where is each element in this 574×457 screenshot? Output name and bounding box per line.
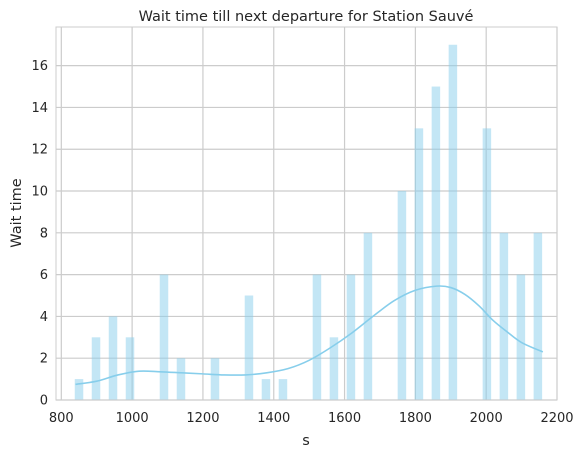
histogram-bar [74,379,84,400]
histogram-bar [414,128,424,400]
histogram-bar [363,232,373,400]
y-tick-label: 10 [31,185,48,200]
x-tick-label: 1000 [116,411,149,426]
x-tick-label: 1200 [186,411,219,426]
histogram-bar [278,379,288,400]
plot-background [56,27,557,400]
histogram-bar [125,337,135,400]
histogram-bar [261,379,271,400]
x-tick-label: 1800 [399,411,432,426]
histogram-bar [210,358,220,400]
y-axis-label: Wait time [9,178,25,247]
plot-frame [55,26,558,401]
histogram-bar [448,44,458,401]
x-tick-label: 2000 [470,411,503,426]
histogram-bar [431,86,441,400]
y-tick-label: 14 [31,101,48,116]
x-tick-label: 1600 [328,411,361,426]
x-axis-label: s [302,433,310,449]
y-tick-label: 4 [40,310,48,325]
x-tick-label: 800 [49,411,74,426]
y-tick-label: 12 [31,143,48,158]
y-tick-label: 2 [40,352,48,367]
histogram-bar [312,274,322,400]
histogram-bar [329,337,339,400]
histogram-bar [108,316,118,400]
histogram-bar [482,128,492,400]
kde-line [75,285,544,386]
histogram-bar [91,337,101,400]
y-tick-label: 16 [31,59,48,74]
x-tick-label: 1400 [257,411,290,426]
histogram-bar [499,232,509,400]
histogram-bar [346,274,356,400]
chart-title: Wait time till next departure for Statio… [139,9,474,25]
y-axis-ticks: 0 2 4 6 8 10 12 14 16 [31,59,48,408]
x-tick-label: 2200 [540,411,573,426]
histogram-bar [159,274,169,400]
x-axis-ticks: 800 1000 1200 1400 1600 1800 2000 2200 [49,411,574,426]
histogram-bar [244,295,254,400]
y-tick-label: 6 [40,268,48,283]
y-tick-label: 8 [40,226,48,241]
histogram-bar [516,274,526,400]
histogram-bar [533,232,543,400]
y-tick-label: 0 [40,394,48,409]
histogram-bar [176,358,186,400]
